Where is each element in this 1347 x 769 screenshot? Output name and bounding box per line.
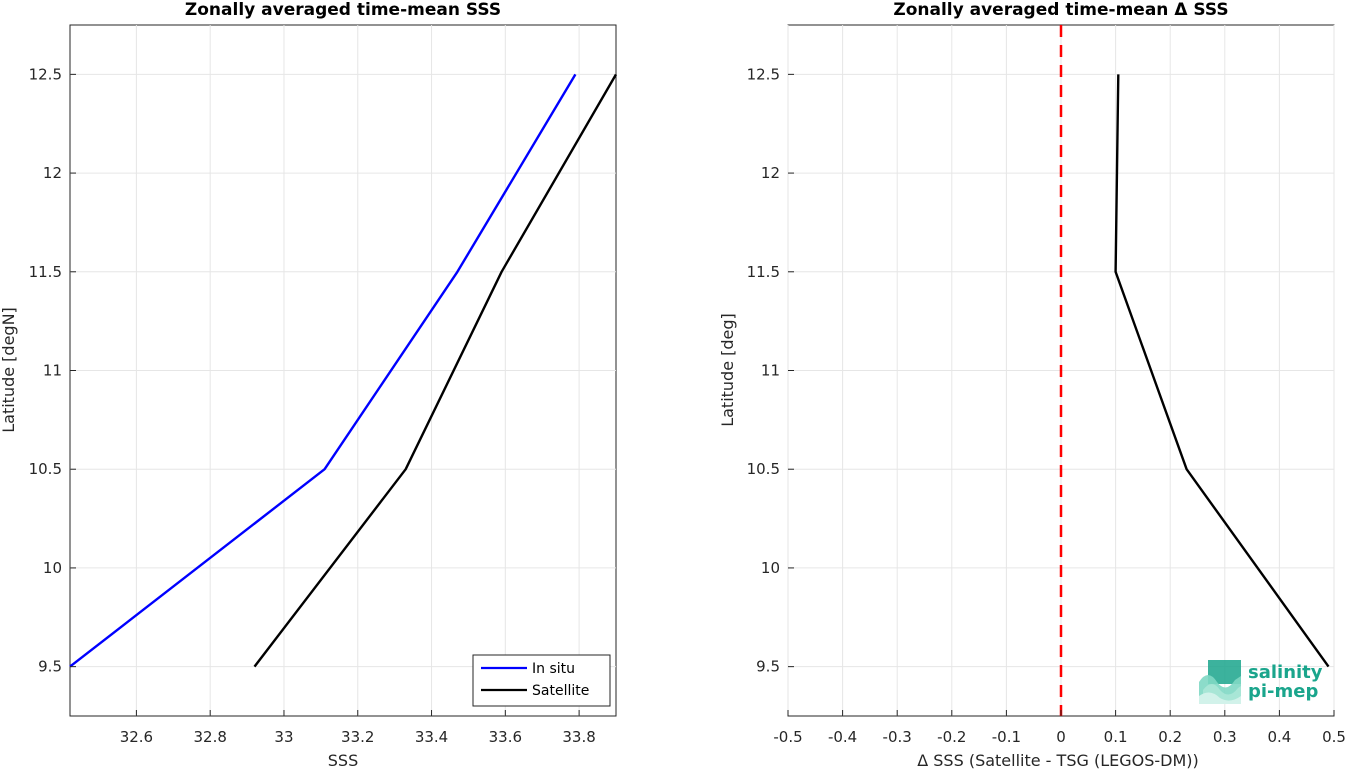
right-x-axis-label: Δ SSS (Satellite - TSG (LEGOS-DM)) xyxy=(917,751,1199,769)
legend-label-in-situ: In situ xyxy=(532,661,575,677)
y-tick-label: 10.5 xyxy=(747,460,780,478)
y-tick-label: 11 xyxy=(761,362,780,380)
x-tick-label: -0.4 xyxy=(828,728,857,746)
y-tick-label: 10.5 xyxy=(29,460,62,478)
y-tick-label: 12.5 xyxy=(29,65,62,83)
salinity-pi-mep-logo: salinity pi-mep xyxy=(1199,660,1323,704)
x-tick-label: 32.6 xyxy=(120,728,153,746)
y-tick-label: 9.5 xyxy=(756,658,780,676)
delta-sss-series-line xyxy=(1114,74,1330,668)
left-y-axis-label: Latitude [degN] xyxy=(0,307,18,433)
x-tick-label: 0 xyxy=(1056,728,1066,746)
x-tick-label: 33 xyxy=(274,728,293,746)
logo-text-line1: salinity xyxy=(1248,662,1323,683)
x-tick-label: 33.6 xyxy=(489,728,522,746)
x-tick-label: -0.1 xyxy=(992,728,1021,746)
x-tick-label: -0.3 xyxy=(883,728,912,746)
y-tick-label: 10 xyxy=(43,559,62,577)
right-series-group xyxy=(1114,74,1330,668)
x-tick-label: 0.2 xyxy=(1158,728,1182,746)
x-tick-label: 0.1 xyxy=(1104,728,1128,746)
legend-label-satellite: Satellite xyxy=(532,683,589,699)
legend-box xyxy=(472,654,611,707)
x-tick-label: 33.4 xyxy=(415,728,448,746)
left-grid xyxy=(70,25,616,716)
x-tick-label: 0.4 xyxy=(1267,728,1291,746)
left-series-group xyxy=(69,73,618,668)
y-tick-label: 12 xyxy=(761,164,780,182)
x-tick-label: -0.5 xyxy=(773,728,802,746)
y-tick-label: 12.5 xyxy=(747,65,780,83)
left-chart-title: Zonally averaged time-mean SSS xyxy=(185,0,501,20)
y-tick-label: 11 xyxy=(43,362,62,380)
y-tick-label: 9.5 xyxy=(38,658,62,676)
x-tick-label: 33.8 xyxy=(562,728,595,746)
y-tick-label: 10 xyxy=(761,559,780,577)
y-tick-label: 12 xyxy=(43,164,62,182)
right-y-axis-label: Latitude [deg] xyxy=(718,313,737,427)
left-chart-panel: 32.6 32.8 33 33.2 33.4 33.6 33.8 9.5 10 10.5 11 11.… xyxy=(0,0,618,769)
x-tick-label: 0.5 xyxy=(1322,728,1346,746)
legend: In situ Satellite xyxy=(472,654,611,707)
logo-wave-icon xyxy=(1199,660,1241,704)
left-x-axis-label: SSS xyxy=(328,751,358,769)
right-chart-title: Zonally averaged time-mean Δ SSS xyxy=(893,0,1228,20)
y-tick-label: 11.5 xyxy=(29,263,62,281)
x-tick-label: 32.8 xyxy=(193,728,226,746)
logo-text-line2: pi-mep xyxy=(1248,681,1318,702)
in-situ-series-line xyxy=(69,73,577,668)
left-ticks: 32.6 32.8 33 33.2 33.4 33.6 33.8 9.5 10 10.5 11 11.… xyxy=(29,65,596,746)
satellite-series-line xyxy=(253,73,618,668)
y-tick-label: 11.5 xyxy=(747,263,780,281)
x-tick-label: 0.3 xyxy=(1213,728,1237,746)
x-tick-label: 33.2 xyxy=(341,728,374,746)
right-chart-panel: -0.5 -0.4 -0.3 -0.2 -0.1 0 0.1 0.2 0.3 0.4 0.5 9.5 1… xyxy=(718,0,1346,769)
x-tick-label: -0.2 xyxy=(937,728,966,746)
right-ticks: -0.5 -0.4 -0.3 -0.2 -0.1 0 0.1 0.2 0.3 0.4 0.5 9.5 1… xyxy=(747,65,1346,746)
